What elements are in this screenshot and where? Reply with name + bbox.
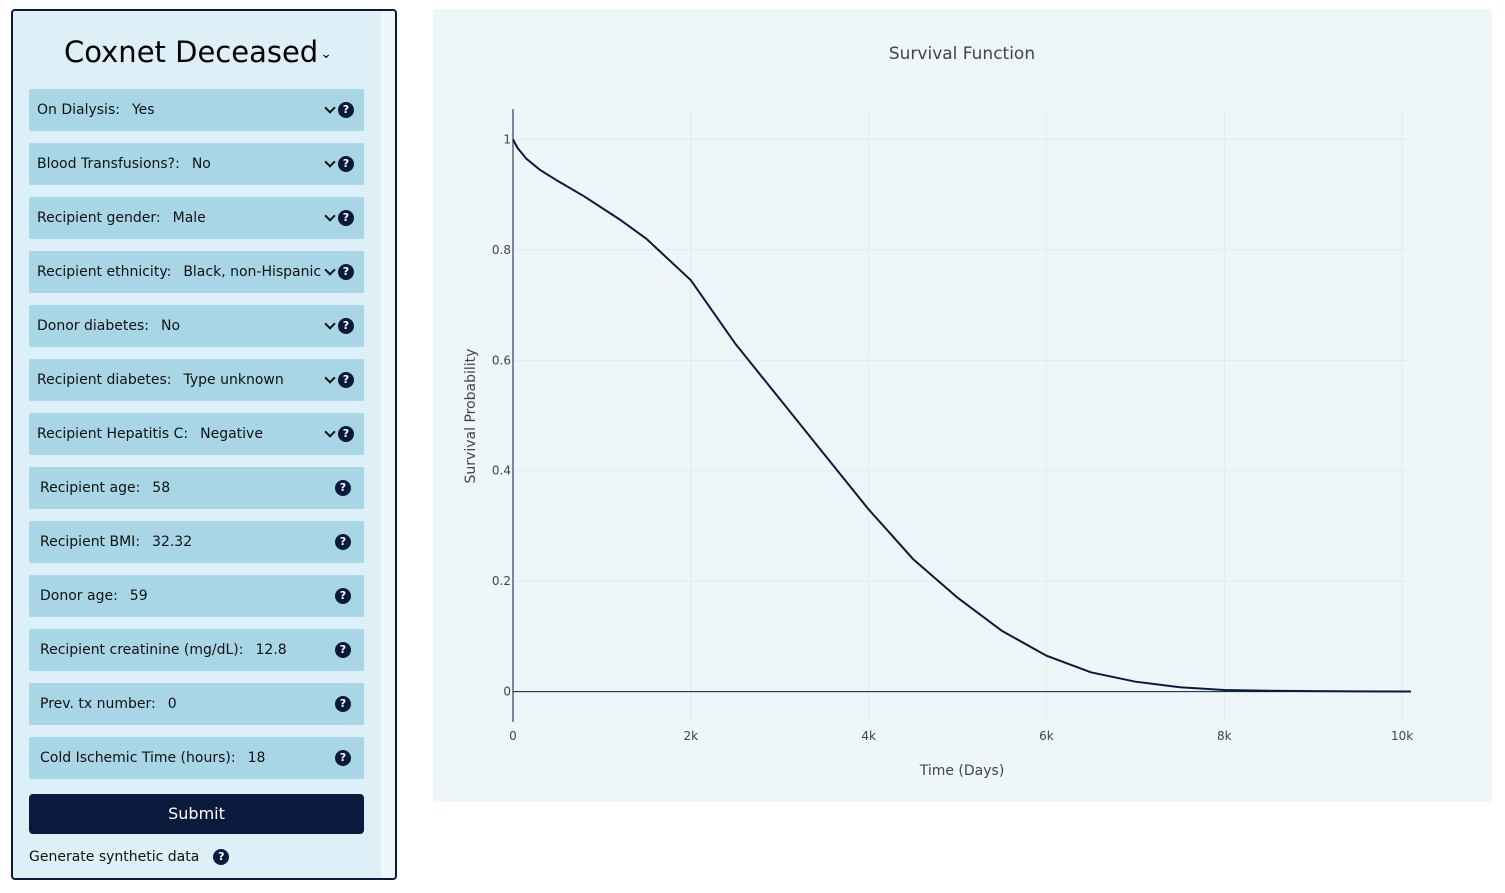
field-value[interactable]: Type unknown xyxy=(183,372,284,388)
generate-synthetic-data[interactable]: Generate synthetic data ? xyxy=(29,847,230,867)
field-label: Recipient BMI: xyxy=(40,534,141,550)
select-field[interactable]: On Dialysis: Yes? xyxy=(29,89,364,131)
question-circle-icon[interactable]: ? xyxy=(338,372,354,388)
question-circle-icon[interactable]: ? xyxy=(335,588,351,604)
chevron-down-icon[interactable] xyxy=(324,426,336,438)
number-field[interactable]: Cold Ischemic Time (hours): 18? xyxy=(29,737,364,779)
question-circle-icon[interactable]: ? xyxy=(338,210,354,226)
select-field[interactable]: Blood Transfusions?: No? xyxy=(29,143,364,185)
x-tick-label: 0 xyxy=(509,729,517,743)
sidebar-scrollbar[interactable] xyxy=(381,11,395,878)
y-tick-label: 0.2 xyxy=(492,574,511,588)
number-field[interactable]: Prev. tx number: 0? xyxy=(29,683,364,725)
select-field[interactable]: Recipient diabetes: Type unknown? xyxy=(29,359,364,401)
question-circle-icon[interactable]: ? xyxy=(335,480,351,496)
question-circle-icon[interactable]: ? xyxy=(213,849,230,865)
field-value[interactable]: No xyxy=(191,156,211,172)
field-label: Recipient creatinine (mg/dL): xyxy=(40,642,244,658)
field-value[interactable]: 32.32 xyxy=(152,534,193,550)
field-value[interactable]: 59 xyxy=(129,588,148,604)
x-axis-ticks: 0 2k 4k 6k 8k 10k xyxy=(509,729,1413,743)
field-label: Cold Ischemic Time (hours): xyxy=(40,750,236,766)
survival-chart-panel: Survival Function 0 2k 4k 6k 8k 10k 0 0.2 0.4 0.… xyxy=(433,9,1492,802)
field-label: Donor diabetes: xyxy=(37,318,149,334)
field-label: Prev. tx number: xyxy=(40,696,156,712)
question-circle-icon[interactable]: ? xyxy=(338,102,354,118)
number-field[interactable]: Recipient creatinine (mg/dL): 12.8? xyxy=(29,629,364,671)
field-label: Recipient ethnicity: xyxy=(37,264,172,280)
field-label: Recipient Hepatitis C: xyxy=(37,426,189,442)
x-tick-label: 8k xyxy=(1217,729,1232,743)
question-circle-icon[interactable]: ? xyxy=(335,534,351,550)
chart-axes xyxy=(512,109,1411,722)
chevron-down-icon[interactable] xyxy=(324,102,336,114)
field-value[interactable]: Negative xyxy=(200,426,263,442)
field-label: Donor age: xyxy=(40,588,118,604)
y-axis-ticks: 0 0.2 0.4 0.6 0.8 1 xyxy=(492,132,511,698)
y-tick-label: 0 xyxy=(503,685,511,699)
select-field[interactable]: Recipient gender: Male? xyxy=(29,197,364,239)
chevron-down-icon[interactable] xyxy=(324,372,336,384)
select-field[interactable]: Recipient ethnicity: Black, non-Hispanic? xyxy=(29,251,364,293)
chevron-down-icon[interactable] xyxy=(324,264,336,276)
question-circle-icon[interactable]: ? xyxy=(338,156,354,172)
model-selector[interactable]: Coxnet Deceased ⌄ xyxy=(13,35,383,69)
number-field[interactable]: Recipient age: 58? xyxy=(29,467,364,509)
chart-gridlines xyxy=(513,109,1411,722)
synthetic-data-label: Generate synthetic data xyxy=(29,849,200,865)
question-circle-icon[interactable]: ? xyxy=(335,696,351,712)
select-field[interactable]: Recipient Hepatitis C: Negative? xyxy=(29,413,364,455)
x-axis-title: Time (Days) xyxy=(919,763,1005,779)
question-circle-icon[interactable]: ? xyxy=(335,642,351,658)
field-label: Blood Transfusions?: xyxy=(37,156,180,172)
y-tick-label: 0.6 xyxy=(492,353,511,367)
select-field[interactable]: Donor diabetes: No? xyxy=(29,305,364,347)
field-value[interactable]: Yes xyxy=(131,102,155,118)
y-tick-label: 0.8 xyxy=(492,243,511,257)
field-label: Recipient gender: xyxy=(37,210,161,226)
y-axis-title: Survival Probability xyxy=(463,349,479,484)
survival-curve-line xyxy=(512,138,1412,693)
x-tick-label: 10k xyxy=(1391,729,1413,743)
number-field[interactable]: Donor age: 59? xyxy=(29,575,364,617)
field-value[interactable]: Male xyxy=(172,210,206,226)
question-circle-icon[interactable]: ? xyxy=(338,264,354,280)
field-label: Recipient diabetes: xyxy=(37,372,172,388)
field-value[interactable]: Black, non-Hispanic xyxy=(183,264,322,280)
y-tick-label: 1 xyxy=(503,132,511,146)
field-value[interactable]: 58 xyxy=(152,480,171,496)
chevron-down-icon[interactable] xyxy=(324,318,336,330)
model-title-label: Coxnet Deceased xyxy=(64,35,319,69)
chart-title: Survival Function xyxy=(889,44,1035,64)
field-value[interactable]: 18 xyxy=(247,750,266,766)
field-value[interactable]: 0 xyxy=(167,696,177,712)
field-value[interactable]: 12.8 xyxy=(255,642,287,658)
submit-button[interactable]: Submit xyxy=(29,794,364,834)
field-label: Recipient age: xyxy=(40,480,141,496)
sidebar-panel: Coxnet Deceased ⌄ On Dialysis: Yes? Blood T… xyxy=(11,9,397,880)
field-label: On Dialysis: xyxy=(37,102,120,118)
x-tick-label: 6k xyxy=(1039,729,1054,743)
field-value[interactable]: No xyxy=(160,318,181,334)
chevron-down-icon[interactable] xyxy=(324,156,336,168)
y-tick-label: 0.4 xyxy=(492,464,511,478)
chevron-down-icon[interactable] xyxy=(324,210,336,222)
question-circle-icon[interactable]: ? xyxy=(335,750,351,766)
question-circle-icon[interactable]: ? xyxy=(338,426,354,442)
number-field[interactable]: Recipient BMI: 32.32? xyxy=(29,521,364,563)
chevron-down-icon: ⌄ xyxy=(320,46,332,62)
x-tick-label: 2k xyxy=(684,729,699,743)
question-circle-icon[interactable]: ? xyxy=(338,318,354,334)
survival-chart: Survival Function 0 2k 4k 6k 8k 10k 0 0.2 0.4 0.… xyxy=(463,44,1413,779)
x-tick-label: 4k xyxy=(861,729,876,743)
